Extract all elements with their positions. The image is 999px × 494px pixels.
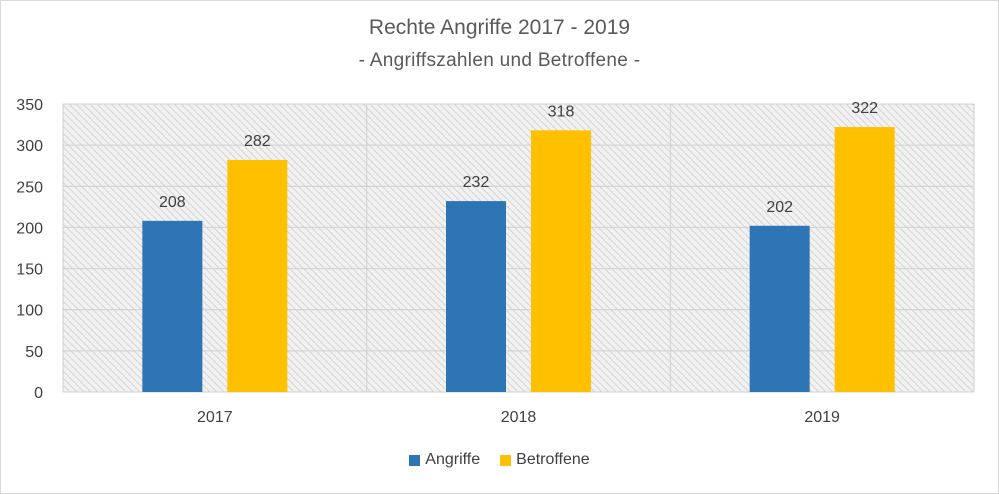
bar-betroffene-2017 — [227, 159, 288, 392]
legend-item-angriffe: Angriffe — [409, 451, 480, 469]
y-tick-label: 300 — [16, 138, 43, 155]
data-label: 232 — [463, 174, 490, 191]
legend: Angriffe Betroffene — [0, 451, 999, 469]
bar-angriffe-2019 — [749, 225, 810, 392]
y-tick-label: 0 — [34, 385, 43, 402]
data-label: 208 — [159, 194, 186, 211]
y-tick-label: 150 — [16, 262, 43, 279]
y-tick-label: 250 — [16, 179, 43, 196]
bar-betroffene-2018 — [531, 130, 591, 392]
y-tick-label: 100 — [16, 303, 43, 320]
legend-label-betroffene: Betroffene — [516, 451, 590, 468]
y-tick-label: 350 — [16, 97, 43, 114]
x-tick-label: 2017 — [197, 409, 233, 426]
plot-area — [63, 104, 974, 392]
bar-betroffene-2019 — [834, 127, 895, 392]
legend-swatch-angriffe — [409, 454, 421, 466]
bar-angriffe-2017 — [142, 220, 203, 392]
data-label: 282 — [244, 133, 271, 150]
legend-swatch-betroffene — [500, 454, 512, 466]
y-tick-label: 200 — [16, 220, 43, 237]
data-label: 322 — [851, 100, 878, 117]
chart-subtitle: - Angriffszahlen und Betroffene - — [358, 50, 641, 71]
x-tick-label: 2019 — [804, 409, 840, 426]
data-label: 318 — [548, 103, 575, 120]
y-tick-label: 50 — [25, 344, 43, 361]
legend-label-angriffe: Angriffe — [425, 451, 481, 468]
legend-item-betroffene: Betroffene — [500, 451, 590, 469]
data-label: 202 — [766, 199, 793, 216]
chart-title: Rechte Angriffe 2017 - 2019 — [368, 16, 631, 39]
bar-angriffe-2018 — [446, 201, 506, 392]
x-tick-label: 2018 — [501, 409, 537, 426]
